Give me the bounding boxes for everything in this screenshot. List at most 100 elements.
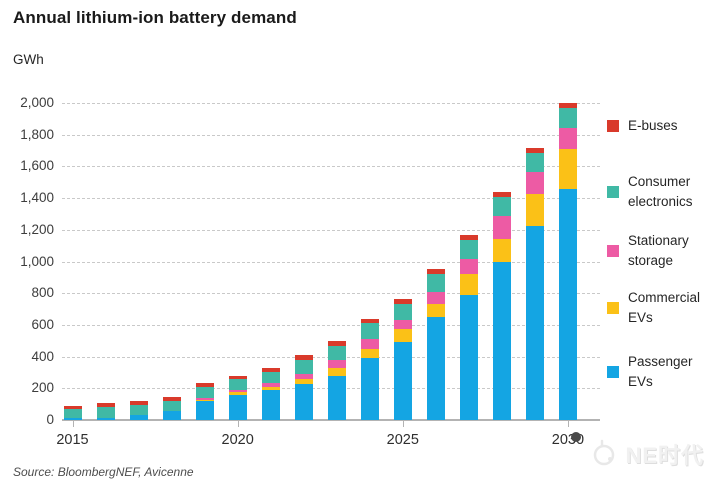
bar-segment-commercial-evs [492,238,511,262]
watermark-text: NE时代 [625,443,704,468]
bar-segment-passenger-evs [393,341,412,420]
legend-swatch [607,185,619,198]
bar-segment-passenger-evs [492,261,511,420]
bar-segment-commercial-evs [228,392,247,395]
legend-label: E-buses [628,118,678,133]
bar-segment-passenger-evs [63,418,82,420]
x-tick-mark-2015 [72,421,74,427]
legend-item-e-buses: E-buses [607,116,678,136]
x-axis: 2015 2020 2025 2030 [56,420,600,460]
y-tick-label-400: 400 [31,348,54,364]
bar-segment-passenger-evs [195,401,214,420]
bar-segment-e-buses [393,299,412,305]
bar-segment-commercial-evs [261,386,280,390]
gridline-800 [62,293,600,295]
legend-swatch [607,365,619,378]
bar-segment-consumer-electronics [492,196,511,217]
legend-swatch [607,244,619,257]
bar-segment-consumer-electronics [360,322,379,340]
bar-segment-e-buses [558,103,577,108]
gridline-2000 [62,103,600,104]
hand-gesture-icon [594,439,615,466]
y-tick-label-800: 800 [31,285,54,301]
bar-2025 [393,299,412,420]
x-tick-mark-2025 [402,421,404,427]
watermark: NE时代 [571,432,704,470]
bar-segment-stationary-storage [195,397,214,401]
y-tick-label-2000: 2,000 [20,95,54,110]
bar-segment-consumer-electronics [162,401,181,411]
bar-segment-passenger-evs [129,414,148,420]
legend-swatch [607,119,619,132]
gridline-1800 [62,134,600,136]
bar-segment-consumer-electronics [459,240,478,260]
x-tick-mark-2020 [237,421,239,427]
bar-segment-passenger-evs [294,384,313,420]
y-tick-label-1800: 1,800 [20,126,54,142]
bar-segment-commercial-evs [393,328,412,342]
y-tick-label-1600: 1,600 [20,158,54,174]
bar-segment-consumer-electronics [195,386,214,398]
bar-segment-passenger-evs [558,188,577,420]
bar-segment-stationary-storage [261,382,280,387]
bar-segment-e-buses [360,319,379,323]
bar-2026 [426,269,445,420]
bar-segment-passenger-evs [360,358,379,420]
bar-segment-stationary-storage [525,171,544,195]
bar-segment-stationary-storage [558,128,577,150]
bar-2022 [294,354,313,420]
bar-2015 [63,405,82,420]
source-note: Source: BloombergNEF, Avicenne [13,465,194,479]
bar-segment-passenger-evs [261,389,280,420]
bar-segment-e-buses [459,235,478,241]
bar-segment-passenger-evs [162,411,181,420]
gridline-600 [62,324,600,326]
bar-segment-commercial-evs [360,348,379,359]
bar-segment-stationary-storage [294,374,313,379]
bar-segment-consumer-electronics [96,406,115,418]
bar-segment-commercial-evs [459,274,478,295]
bar-segment-e-buses [195,382,214,387]
chart-title: Annual lithium-ion battery demand [13,8,297,27]
bar-2021 [261,367,280,420]
legend-item-consumer: Consumer electronics [607,172,693,211]
x-tick-label-2025: 2025 [386,432,419,448]
bar-segment-consumer-electronics [426,274,445,293]
bar-segment-stationary-storage [393,320,412,329]
bar-segment-stationary-storage [228,389,247,393]
bar-segment-e-buses [228,375,247,379]
bar-segment-stationary-storage [426,292,445,305]
legend-label: Consumer electronics [628,174,693,209]
bar-segment-stationary-storage [327,359,346,368]
bar-segment-passenger-evs [96,417,115,420]
bar-segment-e-buses [426,269,445,275]
bar-segment-consumer-electronics [261,371,280,383]
bar-segment-passenger-evs [525,225,544,420]
bar-segment-e-buses [525,148,544,153]
y-tick-label-1400: 1,400 [20,190,54,206]
bar-segment-e-buses [162,397,181,402]
bar-2030 [558,103,577,420]
bar-segment-consumer-electronics [327,345,346,360]
bar-segment-e-buses [327,340,346,346]
bar-segment-consumer-electronics [294,359,313,375]
bar-2027 [459,235,478,420]
gridline-1600 [62,166,600,168]
legend-item-stationary: Stationary storage [607,231,689,270]
legend-label: Passenger EVs [628,354,693,389]
bar-2024 [360,319,379,420]
bar-segment-commercial-evs [294,378,313,385]
gridline-1000 [62,261,600,263]
bar-2016 [96,402,115,420]
bar-segment-e-buses [96,402,115,407]
legend-swatch [607,301,619,314]
bar-segment-commercial-evs [525,194,544,226]
bar-segment-consumer-electronics [393,304,412,321]
bar-segment-passenger-evs [426,317,445,420]
y-tick-label-1200: 1,200 [20,221,54,237]
x-tick-label-2015: 2015 [56,432,89,448]
y-axis-unit-label: GWh [13,52,44,67]
y-axis: 0 200 400 600 800 1,000 1,200 1,400 1,600 1,800 2,… [0,95,54,427]
x-tick-mark-2030 [567,421,569,427]
